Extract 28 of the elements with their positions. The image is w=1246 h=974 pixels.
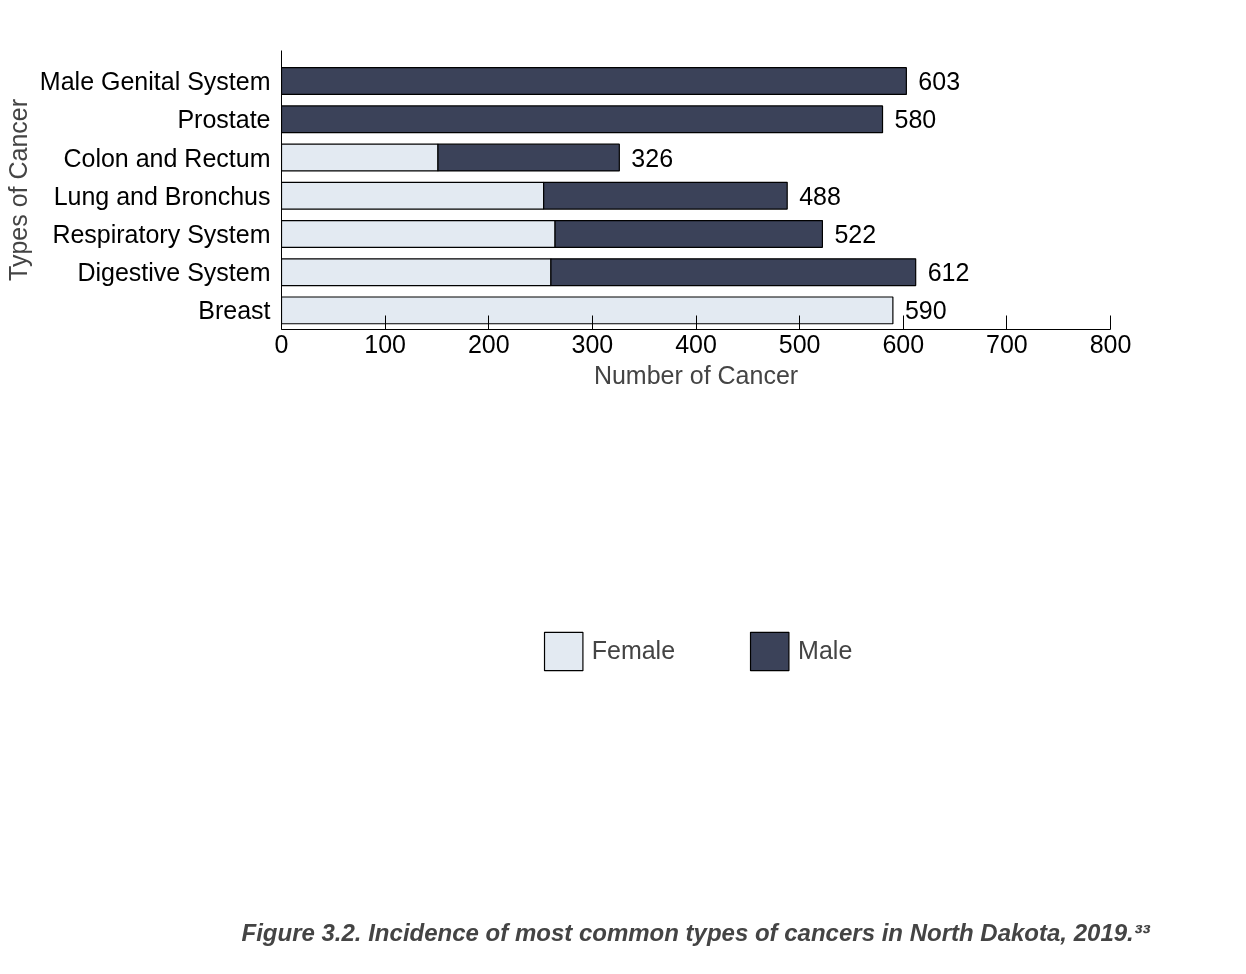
legend-label: Female [591,636,676,666]
x-tick-label: 700 [986,329,1028,358]
total-label: 590 [904,296,947,325]
total-label: 326 [631,143,674,172]
y-tick-label: Digestive System [77,258,271,287]
y-axis-title: Types of Cancer [3,98,32,282]
x-tick-label: 300 [571,329,614,358]
x-tick-label: 400 [675,329,717,358]
x-tick-label: 600 [882,329,925,358]
y-tick-label: Lung and Bronchus [53,181,271,210]
x-axis-title: Number of Cancer [593,360,799,389]
total-label: 612 [927,258,970,287]
y-tick-label: Prostate [177,105,271,134]
x-tick-label: 200 [467,329,510,358]
total-label: 580 [894,105,937,134]
x-tick-label: 800 [1089,329,1132,358]
x-tick-label: 0 [274,329,289,358]
caption: Figure 3.2. Incidence of most common types of cancers in North Dakota, 2019.³³ [241,918,1151,946]
y-tick-label: Respiratory System [52,219,271,248]
y-tick-label: Colon and Rectum [63,143,271,172]
x-tick-label: 500 [778,329,821,358]
total-label: 603 [918,67,961,96]
y-tick-label: Breast [198,296,271,325]
total-label: 488 [799,181,841,210]
y-tick-label: Male Genital System [39,67,271,96]
x-tick-label: 100 [364,329,406,358]
total-label: 522 [834,219,877,248]
legend-label: Male [798,636,853,666]
